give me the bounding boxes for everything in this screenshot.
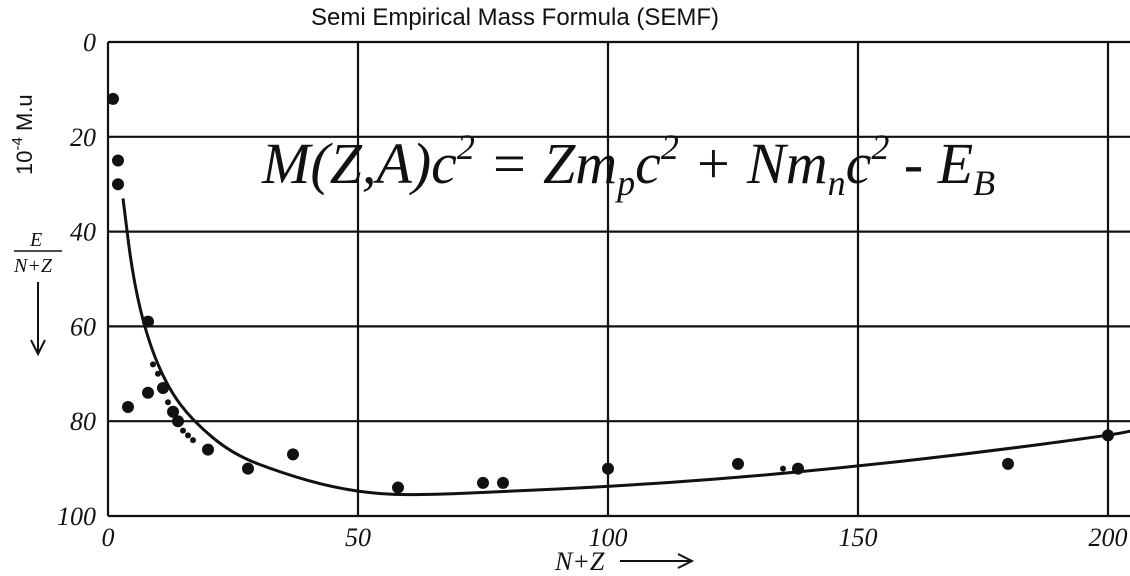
- y-tick-label-80: 80: [70, 407, 96, 436]
- small-data-point-2: [165, 399, 171, 406]
- x-tick-label-100: 100: [589, 523, 628, 552]
- data-point-3: [122, 400, 134, 413]
- data-point-6: [157, 382, 169, 395]
- y-axis-label-denominator: N+Z: [13, 255, 53, 277]
- x-tick-label-0: 0: [102, 523, 115, 552]
- small-data-point-0: [150, 361, 156, 368]
- fit-curve-layer: [121, 198, 1130, 497]
- data-point-8: [172, 415, 184, 428]
- data-points-layer: [107, 92, 1114, 494]
- y-tick-label-0: 0: [83, 28, 96, 57]
- data-point-1: [112, 154, 124, 167]
- data-point-7: [167, 405, 179, 418]
- small-data-point-5: [190, 437, 196, 444]
- data-point-14: [497, 476, 509, 489]
- small-data-point-6: [780, 465, 786, 472]
- y-tick-label-20: 20: [70, 123, 96, 152]
- x-tick-label-200: 200: [1089, 523, 1128, 552]
- x-tick-label-50: 50: [345, 523, 371, 552]
- unit-label: 10-4 M.u: [9, 94, 37, 175]
- y-axis-label-numerator: E: [29, 229, 42, 251]
- data-point-5: [142, 386, 154, 399]
- chart-title: Semi Empirical Mass Formula (SEMF): [310, 4, 720, 31]
- data-point-11: [287, 448, 299, 461]
- x-axis-label: N+Z: [554, 547, 605, 576]
- small-data-point-4: [185, 432, 191, 439]
- x-tick-label-150: 150: [839, 523, 878, 552]
- data-point-10: [242, 462, 254, 475]
- grid-lines: [106, 40, 1130, 518]
- tick-labels: 0 50 100 150 200 0 20 40 60 80 100: [57, 28, 1128, 552]
- data-point-18: [1002, 457, 1014, 470]
- y-tick-label-100: 100: [57, 502, 96, 531]
- data-point-2: [112, 178, 124, 191]
- small-data-point-3: [180, 427, 186, 434]
- y-axis-arrow: [30, 282, 46, 357]
- data-point-9: [202, 443, 214, 456]
- mass-formula-equation: M(Z,A)c2 = Zmpc2 + Nmnc2 - EB: [261, 127, 995, 203]
- y-tick-label-60: 60: [70, 312, 96, 341]
- data-point-13: [477, 476, 489, 489]
- fit-curve: [121, 198, 1130, 497]
- y-tick-label-40: 40: [70, 218, 96, 247]
- data-point-12: [392, 481, 404, 494]
- data-point-17: [792, 462, 804, 475]
- small-data-point-1: [155, 370, 161, 377]
- data-point-4: [142, 315, 154, 328]
- data-point-19: [1102, 429, 1114, 442]
- x-axis-arrow: [620, 553, 695, 569]
- data-point-0: [107, 92, 119, 105]
- data-point-15: [602, 462, 614, 475]
- data-point-16: [732, 457, 744, 470]
